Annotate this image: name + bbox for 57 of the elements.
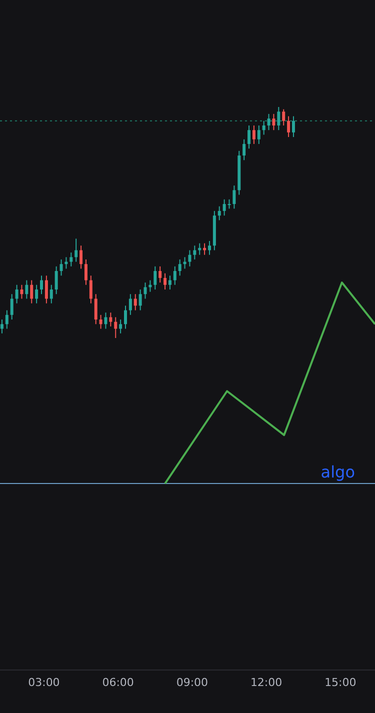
candlestick [40,275,43,295]
candlestick [60,258,63,276]
candlestick [124,305,127,330]
candlestick [134,294,137,311]
candlestick [5,310,8,330]
ref-line-label: algo [320,462,355,482]
candlestick [50,284,53,304]
candlestick [70,252,73,267]
x-tick-label: 03:00 [28,676,60,689]
x-tick-label: 12:00 [250,676,282,689]
candlestick [138,288,142,311]
candlestick [262,120,266,136]
candlestick [193,245,196,260]
candlestick [109,312,112,327]
candlestick [84,258,88,286]
candlestick [218,206,221,221]
candlestick [94,294,98,325]
candlestick [35,284,38,304]
candlestick [242,138,246,161]
candlestick [80,245,83,270]
candlestick [282,108,286,126]
candlestick [252,124,256,144]
candlestick [104,312,108,330]
candlestick [128,294,132,316]
candlestick [25,280,28,300]
candlestick [154,266,157,290]
candlestick [277,106,280,131]
candlestick [20,284,24,300]
x-tick-label: 15:00 [324,676,356,689]
candlestick [168,275,172,290]
candlestick [267,113,270,131]
candlestick [287,116,290,138]
candlestick [292,116,295,138]
candlestick [188,250,192,267]
candlestick [10,294,14,320]
candlestick [272,113,276,131]
candlestick [257,124,260,144]
candlestick [232,185,236,210]
candlestick [99,314,102,330]
x-tick-label: 09:00 [176,676,208,689]
candlestick [144,282,147,300]
candlestick [158,266,162,284]
candlestick [173,266,176,286]
candlestick [89,275,92,304]
candlestick [0,319,4,334]
candlestick [178,258,182,276]
candlestick [248,124,251,150]
candlestick [74,238,78,262]
candlestick [208,240,211,256]
candlestick [114,316,118,338]
candlestick [164,272,167,290]
candlestick [119,319,122,334]
candlestick [15,284,18,304]
candlestick [30,280,34,304]
candlestick [44,275,48,304]
candlestick [54,266,58,295]
x-tick-label: 06:00 [102,676,134,689]
